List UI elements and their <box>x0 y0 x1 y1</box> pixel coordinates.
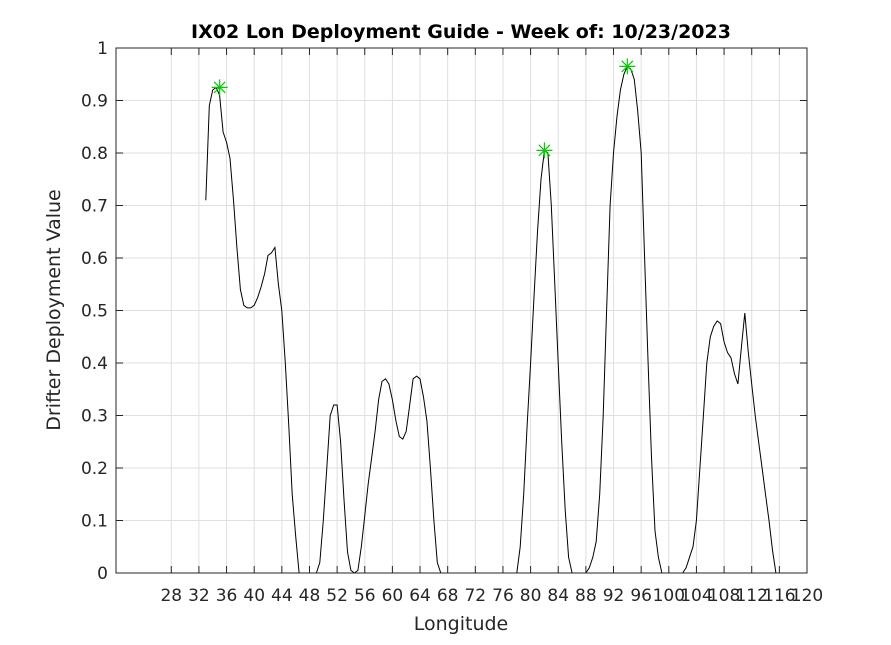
x-tick-label: 104 <box>680 586 712 606</box>
x-tick-label: 28 <box>160 586 182 606</box>
peak-marker-stroke <box>621 60 634 73</box>
x-tick-label: 120 <box>791 586 823 606</box>
y-tick-label: 1 <box>97 39 108 59</box>
x-tick-label: 116 <box>763 586 795 606</box>
marker-layer <box>211 58 636 159</box>
x-tick-label: 112 <box>735 586 767 606</box>
x-tick-label: 44 <box>271 586 293 606</box>
series-layer <box>205 65 780 574</box>
peak-marker <box>536 142 553 159</box>
y-tick-label: 0.2 <box>81 459 108 479</box>
peak-marker <box>211 79 228 96</box>
x-tick-label: 84 <box>547 586 569 606</box>
y-tick-label: 0.7 <box>81 197 108 217</box>
y-tick-label: 0.9 <box>81 92 108 112</box>
x-tick-label: 56 <box>354 586 376 606</box>
x-tick-label: 32 <box>188 586 210 606</box>
series-line <box>205 86 452 574</box>
y-tick-label: 0.5 <box>81 302 108 322</box>
x-tick-label: 88 <box>575 586 597 606</box>
series-line <box>516 65 780 574</box>
y-tick-label: 0.1 <box>81 512 108 532</box>
x-tick-label: 108 <box>708 586 740 606</box>
chart-title: IX02 Lon Deployment Guide - Week of: 10/… <box>191 21 731 43</box>
x-tick-label: 48 <box>299 586 321 606</box>
x-tick-label: 80 <box>520 586 542 606</box>
y-axis-label: Drifter Deployment Value <box>43 189 65 431</box>
x-tick-label: 72 <box>464 586 486 606</box>
x-tick-label: 60 <box>382 586 404 606</box>
peak-marker-stroke <box>538 144 551 157</box>
y-tick-label: 0.8 <box>81 144 108 164</box>
y-tick-label: 0.6 <box>81 249 108 269</box>
x-tick-label: 76 <box>492 586 514 606</box>
y-tick-label: 0.4 <box>81 354 108 374</box>
x-axis-label: Longitude <box>414 613 509 635</box>
x-tick-label: 96 <box>630 586 652 606</box>
x-tick-label: 100 <box>653 586 685 606</box>
tick-labels: 28 32 36 40 44 48 52 56 60 64 68 72 76 80 84 88 92 96 1001… <box>81 39 823 606</box>
x-tick-label: 40 <box>243 586 265 606</box>
peak-marker <box>619 58 636 75</box>
y-tick-label: 0 <box>97 564 108 584</box>
peak-marker-stroke <box>213 81 226 94</box>
x-tick-label: 64 <box>409 586 431 606</box>
x-tick-label: 68 <box>437 586 459 606</box>
x-tick-label: 52 <box>326 586 348 606</box>
x-tick-label: 92 <box>603 586 625 606</box>
ticks <box>116 47 808 574</box>
x-tick-label: 36 <box>216 586 238 606</box>
y-tick-label: 0.3 <box>81 407 108 427</box>
